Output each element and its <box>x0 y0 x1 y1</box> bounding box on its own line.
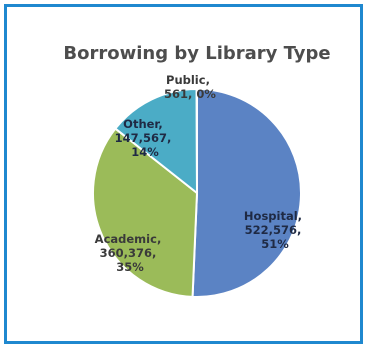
slice-label-public-value: 561, 0% <box>164 87 216 101</box>
slice-label-public-name: Public <box>166 73 206 87</box>
slice-hospital <box>191 87 302 298</box>
slice-label-other: Other, 147,567, 14% <box>115 117 176 159</box>
slice-label-other-value: 147,567, <box>115 131 172 145</box>
slice-label-academic-value: 360,376, <box>100 246 157 260</box>
slice-label-hospital: Hospital, 522,576, 51% <box>244 209 306 251</box>
chart-frame: Borrowing by Library Type Public, 561, 0… <box>4 4 363 344</box>
slice-label-hospital-percent: 51% <box>261 237 289 251</box>
slice-label-hospital-name: Hospital <box>244 209 298 223</box>
slice-academic <box>92 127 199 298</box>
pie-chart: Borrowing by Library Type Public, 561, 0… <box>63 43 331 298</box>
slice-label-public: Public, 561, 0% <box>164 73 216 101</box>
slice-label-academic-percent: 35% <box>116 260 144 274</box>
pie-slices <box>92 87 302 298</box>
slice-other <box>113 87 199 196</box>
slice-label-hospital-value: 522,576, <box>245 223 302 237</box>
slice-label-other-percent: 14% <box>131 145 159 159</box>
slice-label-other-name: Other <box>123 117 160 131</box>
chart-title: Borrowing by Library Type <box>63 43 330 64</box>
slice-label-academic: Academic, 360,376, 35% <box>95 232 166 274</box>
slice-label-academic-name: Academic <box>95 232 157 246</box>
